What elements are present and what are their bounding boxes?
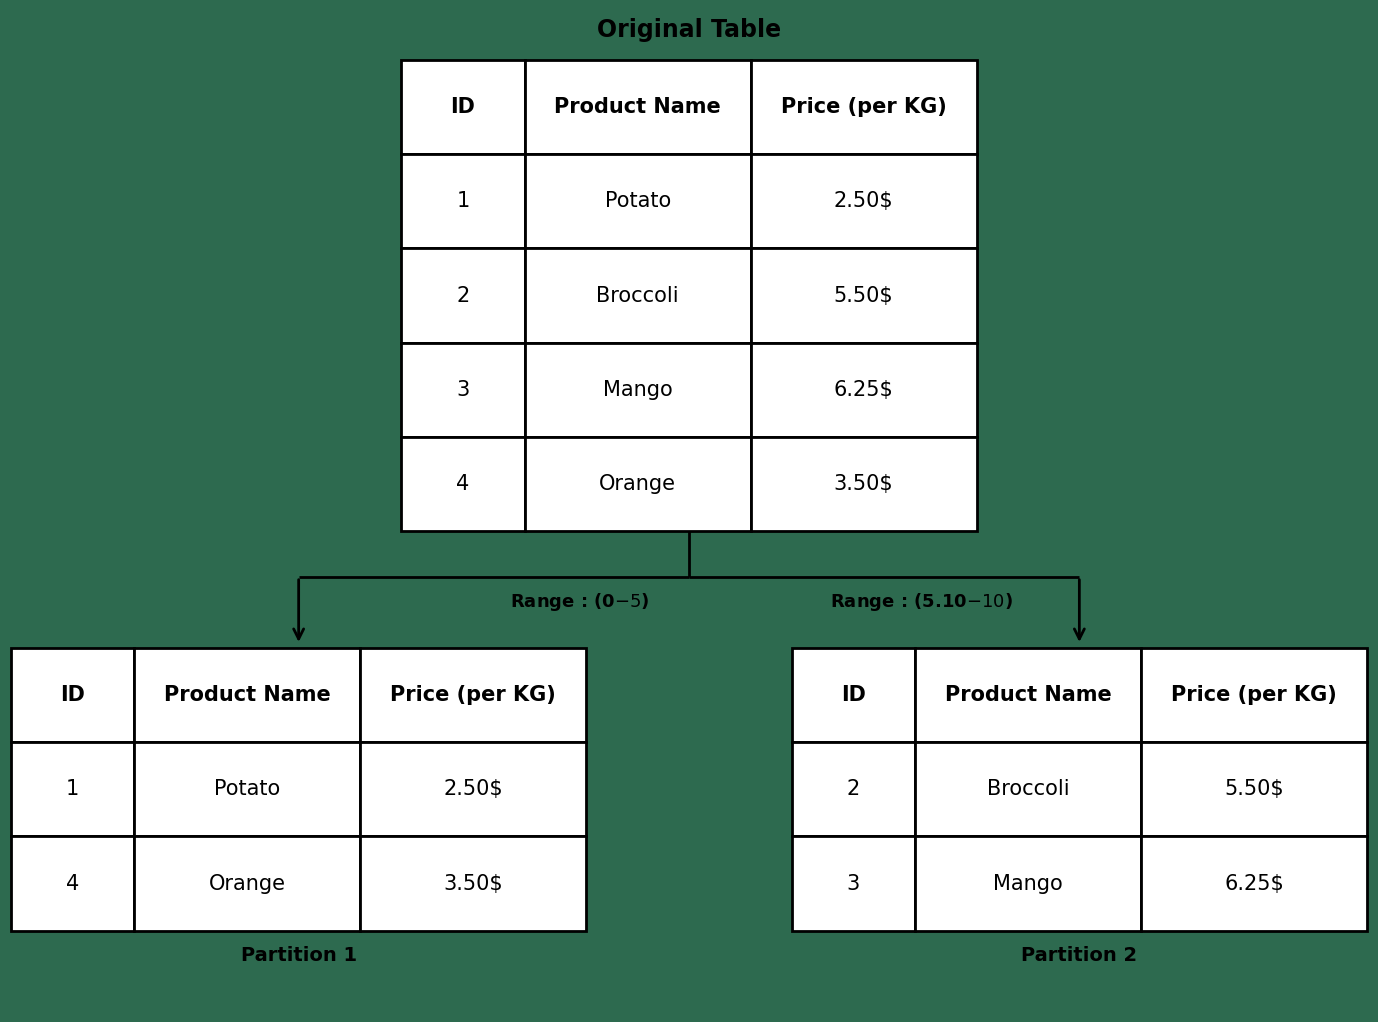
Text: Price (per KG): Price (per KG)	[781, 97, 947, 118]
Text: Broccoli: Broccoli	[987, 779, 1069, 799]
Text: 5.50$: 5.50$	[834, 285, 893, 306]
Bar	[360, 742, 586, 836]
Bar	[751, 248, 977, 342]
Text: 3: 3	[456, 380, 470, 400]
Bar	[1141, 742, 1367, 836]
Bar	[525, 342, 751, 437]
Text: 5.50$: 5.50$	[1224, 779, 1284, 799]
Text: 4: 4	[456, 474, 470, 495]
Bar	[134, 836, 360, 931]
Text: 3.50$: 3.50$	[834, 474, 893, 495]
Bar	[751, 60, 977, 154]
Bar	[401, 154, 525, 248]
Text: Product Name: Product Name	[164, 685, 331, 705]
Bar	[11, 648, 134, 742]
Bar	[915, 742, 1141, 836]
Text: Mango: Mango	[602, 380, 672, 400]
Bar	[11, 742, 134, 836]
Bar	[525, 154, 751, 248]
Text: Price (per KG): Price (per KG)	[1171, 685, 1337, 705]
Text: 6.25$: 6.25$	[1224, 874, 1284, 893]
Text: Partition 1: Partition 1	[241, 946, 357, 965]
Text: 2.50$: 2.50$	[444, 779, 503, 799]
Bar	[915, 648, 1141, 742]
Text: 2: 2	[456, 285, 470, 306]
Text: 3: 3	[846, 874, 860, 893]
Bar	[751, 154, 977, 248]
Text: 3.50$: 3.50$	[444, 874, 503, 893]
Text: Price (per KG): Price (per KG)	[390, 685, 557, 705]
Bar	[751, 437, 977, 531]
Text: Product Name: Product Name	[554, 97, 721, 118]
Text: ID: ID	[841, 685, 865, 705]
Bar	[751, 342, 977, 437]
Text: Range : (0$ - 5$): Range : (0$ - 5$)	[510, 592, 649, 613]
Text: Orange: Orange	[599, 474, 677, 495]
Bar	[401, 60, 525, 154]
Bar	[915, 836, 1141, 931]
Text: 2.50$: 2.50$	[834, 191, 893, 212]
Bar	[525, 248, 751, 342]
Bar	[134, 742, 360, 836]
Text: Potato: Potato	[605, 191, 671, 212]
Bar	[360, 648, 586, 742]
Text: Broccoli: Broccoli	[597, 285, 679, 306]
Bar	[525, 437, 751, 531]
Text: Product Name: Product Name	[944, 685, 1112, 705]
Bar	[792, 836, 915, 931]
Bar	[1141, 648, 1367, 742]
Text: ID: ID	[451, 97, 475, 118]
Text: 4: 4	[66, 874, 80, 893]
Text: 1: 1	[66, 779, 80, 799]
Text: 2: 2	[846, 779, 860, 799]
Bar	[401, 248, 525, 342]
Bar	[792, 742, 915, 836]
Bar	[401, 342, 525, 437]
Text: 1: 1	[456, 191, 470, 212]
Text: Mango: Mango	[994, 874, 1062, 893]
Text: Partition 2: Partition 2	[1021, 946, 1137, 965]
Bar	[792, 648, 915, 742]
Text: Orange: Orange	[209, 874, 285, 893]
Text: ID: ID	[61, 685, 85, 705]
Bar	[360, 836, 586, 931]
Text: Potato: Potato	[214, 779, 280, 799]
Bar	[1141, 836, 1367, 931]
Bar	[134, 648, 360, 742]
Bar	[525, 60, 751, 154]
Bar	[11, 836, 134, 931]
Bar	[401, 437, 525, 531]
Text: 6.25$: 6.25$	[834, 380, 893, 400]
Text: Range : (5.10$ - 10$): Range : (5.10$ - 10$)	[831, 592, 1013, 613]
Text: Original Table: Original Table	[597, 17, 781, 42]
